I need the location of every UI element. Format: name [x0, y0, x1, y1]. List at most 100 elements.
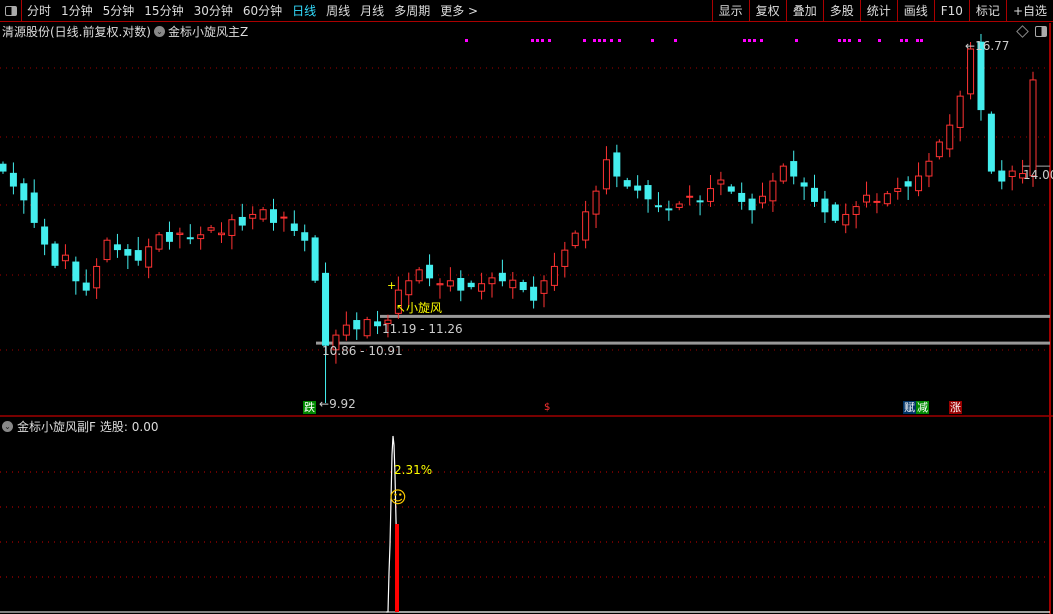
- signal-label: ↖小旋风: [396, 301, 443, 315]
- sub-indicator-name[interactable]: 金标小旋风副F: [17, 420, 96, 434]
- candle-body: [998, 170, 1006, 182]
- signal-plus-icon: +: [387, 279, 397, 292]
- toolbar-button-6[interactable]: F10: [933, 0, 969, 22]
- candle-body: [238, 216, 246, 226]
- signal-dot: [843, 39, 846, 42]
- candle-body: [30, 192, 38, 223]
- low-price-value: 9.92: [329, 397, 356, 411]
- candle-body: [852, 206, 860, 215]
- last-price-label: 14.00: [1023, 168, 1053, 182]
- candle-body: [467, 282, 475, 288]
- panel-icon[interactable]: [1035, 26, 1047, 37]
- period-tabs: 分时 1分钟 5分钟 15分钟 30分钟 60分钟 日线 周线 月线 多周期 更多 >: [22, 0, 483, 22]
- candle-body: [561, 249, 569, 267]
- candle-body: [197, 234, 205, 240]
- candle-body: [290, 223, 298, 231]
- period-tab-5[interactable]: 60分钟: [242, 3, 283, 18]
- period-tab-3[interactable]: 15分钟: [144, 3, 184, 18]
- chevron-down-icon[interactable]: ⌄: [154, 26, 165, 37]
- signal-dot: [674, 39, 677, 42]
- period-tab-2[interactable]: 5分钟: [102, 3, 135, 18]
- candle-body: [790, 161, 798, 177]
- candle-body: [717, 179, 725, 185]
- period-tab-1[interactable]: 1分钟: [61, 3, 93, 18]
- candle-body: [623, 180, 631, 187]
- panel-toggle-button[interactable]: [0, 0, 22, 22]
- candle-body: [446, 280, 454, 287]
- signal-dot: [748, 39, 751, 42]
- candle-body: [977, 41, 985, 111]
- toolbar-button-2[interactable]: 叠加: [785, 0, 823, 22]
- candle-body: [426, 264, 434, 279]
- candle-body: [686, 195, 694, 198]
- candle-body: [207, 227, 215, 231]
- toolbar-button-8[interactable]: +自选: [1005, 0, 1053, 22]
- toolbar-button-4[interactable]: 统计: [859, 0, 897, 22]
- jian-marker: 减: [916, 401, 929, 414]
- candle-body: [769, 180, 777, 202]
- candle-body: [873, 200, 881, 203]
- candle-body: [20, 183, 28, 201]
- period-tab-8[interactable]: 月线: [360, 3, 385, 18]
- candle-body: [706, 188, 714, 202]
- candle-body: [332, 334, 340, 351]
- candle-body: [249, 213, 257, 219]
- candle-body: [415, 269, 423, 282]
- candle-body: [613, 152, 621, 177]
- candle-body: [634, 185, 642, 191]
- candle-body: [1029, 79, 1037, 177]
- toolbar-button-7[interactable]: 标记: [968, 0, 1006, 22]
- toolbar-button-3[interactable]: 多股: [822, 0, 860, 22]
- toolbar: 分时 1分钟 5分钟 15分钟 30分钟 60分钟 日线 周线 月线 多周期 更多 > 显示 复权 叠加…: [0, 0, 1053, 22]
- signal-dot: [593, 39, 596, 42]
- sub-chart-title: ⌄ 金标小旋风副F 选股: 0.00: [2, 418, 158, 435]
- candle-body: [41, 226, 49, 245]
- main-chart-title: 清源股份(日线.前复权.对数) ⌄ 金标小旋风主Z: [2, 23, 248, 40]
- period-tab-10[interactable]: 更多 >: [440, 3, 479, 18]
- right-tools: 显示 复权 叠加 多股 统计 画线 F10 标记 +自选: [711, 0, 1053, 22]
- candle-body: [530, 286, 538, 301]
- smiley-icon: ☺: [389, 488, 407, 508]
- period-tab-4[interactable]: 30分钟: [193, 3, 233, 18]
- candle-body: [883, 193, 891, 205]
- candle-body: [9, 172, 17, 187]
- stock-title: 清源股份(日线.前复权.对数): [2, 25, 151, 39]
- toolbar-button-5[interactable]: 画线: [896, 0, 934, 22]
- signal-dot: [900, 39, 903, 42]
- high-price-value: 16.77: [975, 39, 1010, 53]
- candle-body: [322, 272, 330, 346]
- candle-body: [602, 159, 610, 190]
- candle-body: [831, 204, 839, 221]
- period-tab-0[interactable]: 分时: [27, 3, 52, 18]
- period-tab-6[interactable]: 日线: [292, 3, 317, 18]
- zone-lower-label: 10.86 - 10.91: [322, 344, 403, 358]
- chevron-down-icon[interactable]: ⌄: [2, 421, 13, 432]
- candle-body: [779, 165, 787, 182]
- candle-body: [582, 211, 590, 241]
- candle-body: [644, 185, 652, 200]
- candle-body: [113, 244, 121, 251]
- candle-body: [509, 279, 517, 289]
- candle-body: [103, 239, 111, 261]
- candle-body: [967, 48, 975, 95]
- toolbar-button-0[interactable]: 显示: [711, 0, 749, 22]
- toolbar-button-1[interactable]: 复权: [748, 0, 786, 22]
- signal-dot: [795, 39, 798, 42]
- candle-body: [51, 243, 59, 266]
- select-value: 选股: 0.00: [99, 420, 159, 434]
- candle-body: [1008, 170, 1016, 177]
- high-price-label: ←16.77: [965, 39, 1010, 53]
- main-indicator-name[interactable]: 金标小旋风主Z: [168, 25, 249, 39]
- candle-body: [0, 163, 7, 172]
- candle-body: [863, 194, 871, 203]
- candle-body: [228, 219, 236, 236]
- candle-body: [165, 231, 173, 242]
- candle-body: [758, 195, 766, 204]
- signal-dot: [531, 39, 534, 42]
- period-tab-9[interactable]: 多周期: [394, 3, 431, 18]
- sub-signal-bar: [395, 524, 399, 612]
- signal-dot: [916, 39, 919, 42]
- period-tab-7[interactable]: 周线: [326, 3, 351, 18]
- candle-body: [904, 181, 912, 187]
